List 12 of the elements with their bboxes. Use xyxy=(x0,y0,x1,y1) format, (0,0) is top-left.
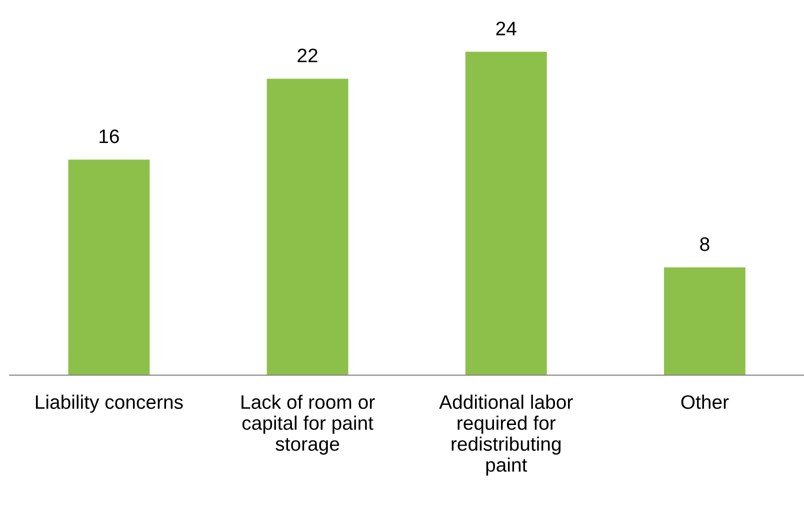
bar xyxy=(68,160,150,376)
bar xyxy=(266,78,348,376)
data-label: 24 xyxy=(496,22,516,36)
x-tick-label: Liability concerns xyxy=(36,394,183,413)
data-label: 22 xyxy=(298,48,318,62)
x-tick-label: Lack of room or capital for paint storage xyxy=(242,394,375,455)
x-tick-label: Additional labor required for redistributing paint xyxy=(439,394,573,476)
data-label: 16 xyxy=(100,129,119,144)
bar xyxy=(465,52,547,376)
x-tick-label: Other xyxy=(681,394,729,409)
data-label: 8 xyxy=(700,237,710,252)
bar xyxy=(664,267,746,376)
